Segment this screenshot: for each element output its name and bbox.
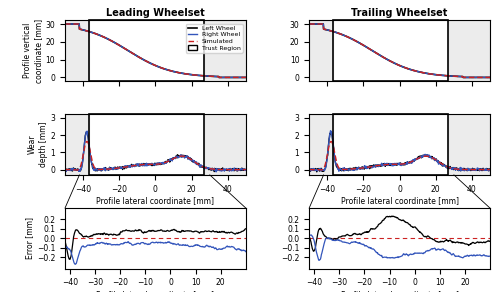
Bar xyxy=(65,20,88,81)
Bar xyxy=(309,114,332,175)
Title: Trailing Wheelset: Trailing Wheelset xyxy=(352,8,448,18)
Bar xyxy=(204,114,246,175)
Bar xyxy=(332,20,448,81)
X-axis label: Profile lateral coordinate [mm]: Profile lateral coordinate [mm] xyxy=(96,290,214,292)
Y-axis label: Profile vertical
coordinate [mm]: Profile vertical coordinate [mm] xyxy=(24,19,43,83)
Bar xyxy=(88,114,204,175)
Bar xyxy=(88,20,204,81)
Y-axis label: Wear
depth [mm]: Wear depth [mm] xyxy=(28,122,48,167)
Bar xyxy=(65,114,88,175)
Y-axis label: Error [mm]: Error [mm] xyxy=(25,217,34,259)
X-axis label: Profile lateral coordinate [mm]: Profile lateral coordinate [mm] xyxy=(340,290,458,292)
Bar xyxy=(309,20,332,81)
Bar xyxy=(332,114,448,175)
Title: Leading Wheelset: Leading Wheelset xyxy=(106,8,205,18)
Bar xyxy=(448,20,490,81)
X-axis label: Profile lateral coordinate [mm]: Profile lateral coordinate [mm] xyxy=(96,196,214,205)
Bar xyxy=(204,20,246,81)
Bar xyxy=(448,114,490,175)
X-axis label: Profile lateral coordinate [mm]: Profile lateral coordinate [mm] xyxy=(340,196,458,205)
Legend: Left Wheel, Right Wheel, Simulated, Trust Region: Left Wheel, Right Wheel, Simulated, Trus… xyxy=(186,24,242,53)
